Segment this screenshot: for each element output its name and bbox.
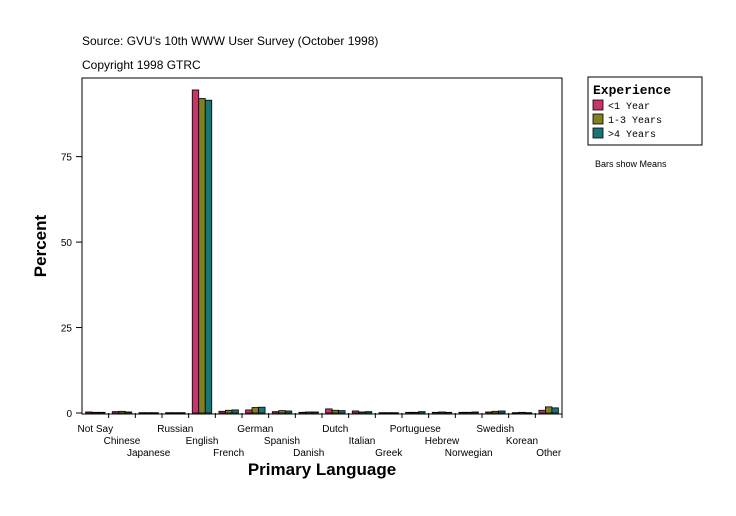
bars-note: Bars show Means bbox=[595, 159, 667, 169]
bar bbox=[405, 411, 413, 414]
legend-box bbox=[587, 76, 703, 146]
bar bbox=[111, 411, 120, 414]
bar bbox=[545, 406, 553, 414]
bar bbox=[465, 411, 473, 414]
legend-label: 1-3 Years bbox=[608, 116, 662, 127]
bar bbox=[444, 411, 453, 414]
bar bbox=[471, 411, 479, 414]
x-tick-label: French bbox=[213, 448, 244, 459]
bar bbox=[431, 411, 440, 414]
bar bbox=[145, 412, 153, 414]
bar bbox=[418, 411, 426, 414]
x-tick-label: Hebrew bbox=[425, 436, 460, 447]
bar bbox=[351, 410, 360, 414]
bar bbox=[245, 409, 253, 414]
x-tick-label: Not Say bbox=[78, 424, 114, 435]
bar bbox=[278, 410, 286, 414]
x-tick-label: Swedish bbox=[476, 424, 514, 435]
bar bbox=[225, 409, 233, 414]
bar bbox=[378, 412, 386, 414]
x-tick-label: Norwegian bbox=[445, 448, 493, 459]
bar bbox=[305, 411, 313, 414]
bar bbox=[538, 409, 546, 414]
bar bbox=[325, 408, 333, 414]
bar bbox=[98, 411, 106, 414]
bar bbox=[284, 410, 293, 414]
x-tick-label: German bbox=[237, 424, 273, 435]
bar bbox=[358, 411, 366, 414]
bar bbox=[524, 412, 533, 414]
legend-swatch bbox=[592, 127, 604, 139]
bar bbox=[231, 409, 239, 414]
bar bbox=[178, 412, 186, 414]
bar bbox=[511, 412, 520, 414]
bar bbox=[138, 412, 146, 414]
x-tick-label: Dutch bbox=[322, 424, 348, 435]
bar bbox=[311, 411, 319, 414]
legend-swatch bbox=[592, 99, 604, 111]
x-axis-title: Primary Language bbox=[248, 460, 396, 479]
y-tick-label: 0 bbox=[66, 409, 72, 420]
bar bbox=[518, 411, 526, 414]
bar bbox=[151, 412, 159, 414]
bar bbox=[85, 411, 93, 414]
legend-swatch bbox=[592, 113, 604, 125]
x-tick-label: English bbox=[186, 436, 219, 447]
y-tick-label: 75 bbox=[61, 153, 73, 164]
y-axis: 0 25 50 75 bbox=[61, 153, 82, 420]
bar bbox=[204, 99, 213, 414]
bar bbox=[298, 411, 306, 414]
x-tick-label: Spanish bbox=[264, 436, 300, 447]
bar bbox=[124, 411, 133, 414]
bar bbox=[485, 411, 493, 414]
y-tick-label: 25 bbox=[61, 324, 73, 335]
legend-label: >4 Years bbox=[608, 130, 656, 141]
legend: Experience <1 Year 1-3 Years >4 Years bbox=[587, 76, 703, 146]
bar bbox=[458, 411, 466, 414]
bar bbox=[331, 409, 339, 414]
x-tick-label: Portuguese bbox=[390, 424, 442, 435]
bar bbox=[385, 412, 393, 414]
bar bbox=[258, 406, 266, 414]
bar bbox=[438, 411, 446, 414]
x-tick-label: Chinese bbox=[104, 436, 141, 447]
x-tick-label: Other bbox=[536, 448, 562, 459]
bar bbox=[338, 410, 346, 414]
bar bbox=[491, 410, 499, 414]
y-axis-title: Percent bbox=[31, 214, 50, 277]
legend-title: Experience bbox=[593, 83, 671, 98]
x-tick-label: Greek bbox=[375, 448, 403, 459]
bar bbox=[498, 410, 506, 414]
legend-label: <1 Year bbox=[608, 102, 650, 113]
bar bbox=[165, 412, 173, 414]
legend-items: <1 Year 1-3 Years >4 Years bbox=[592, 99, 662, 141]
bar bbox=[391, 412, 399, 414]
bar bbox=[364, 411, 373, 414]
x-tick-label: Japanese bbox=[127, 448, 171, 459]
bars bbox=[85, 89, 559, 414]
bar bbox=[91, 411, 99, 414]
source-text: Source: GVU's 10th WWW User Survey (Octo… bbox=[82, 34, 378, 48]
bar bbox=[171, 412, 179, 414]
copyright-text: Copyright 1998 GTRC bbox=[82, 58, 201, 72]
bar bbox=[271, 411, 280, 414]
x-tick-label: Italian bbox=[349, 436, 376, 447]
bar bbox=[218, 410, 226, 414]
bar bbox=[118, 410, 126, 414]
bar bbox=[198, 98, 206, 414]
bar bbox=[191, 89, 200, 414]
plot-area bbox=[81, 77, 563, 415]
y-tick-label: 50 bbox=[61, 238, 73, 249]
x-tick-label: Russian bbox=[157, 424, 193, 435]
bar bbox=[251, 407, 259, 414]
x-tick-label: Korean bbox=[506, 436, 538, 447]
bar bbox=[411, 411, 419, 414]
bar bbox=[551, 407, 559, 414]
x-tick-label: Danish bbox=[293, 448, 324, 459]
